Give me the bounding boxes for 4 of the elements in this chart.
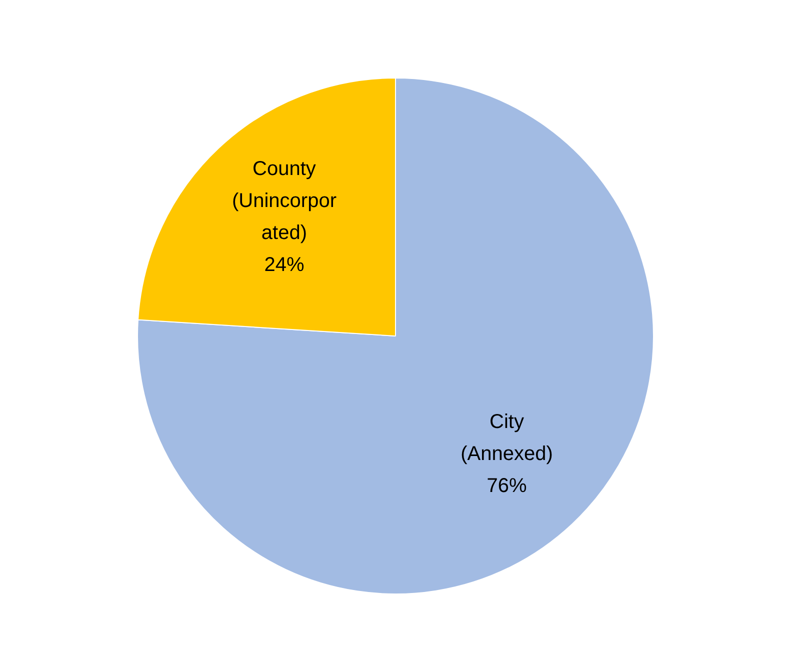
slice-label: City (Annexed) [460, 411, 553, 465]
data-label: 24% [264, 254, 304, 276]
slice-label: County (Unincorporated) [232, 158, 337, 244]
data-label: 76% [486, 475, 527, 497]
